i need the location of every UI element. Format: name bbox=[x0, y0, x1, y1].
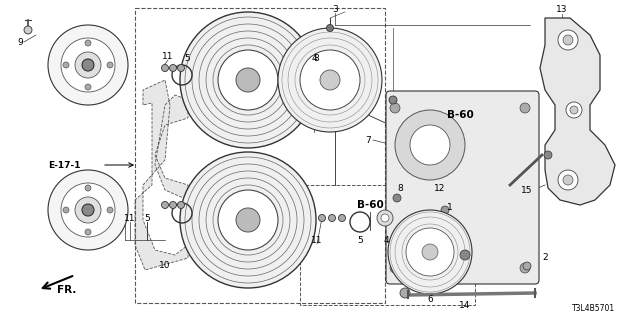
Circle shape bbox=[389, 96, 397, 104]
Circle shape bbox=[544, 151, 552, 159]
Circle shape bbox=[460, 250, 470, 260]
Circle shape bbox=[61, 183, 115, 237]
Circle shape bbox=[381, 214, 389, 222]
Circle shape bbox=[278, 28, 382, 132]
Circle shape bbox=[177, 65, 184, 71]
Circle shape bbox=[437, 262, 453, 278]
FancyBboxPatch shape bbox=[386, 91, 539, 284]
Circle shape bbox=[558, 30, 578, 50]
Circle shape bbox=[566, 102, 582, 118]
Circle shape bbox=[236, 208, 260, 232]
Text: 14: 14 bbox=[460, 300, 470, 309]
Circle shape bbox=[319, 214, 326, 221]
Text: 6: 6 bbox=[427, 295, 433, 305]
Circle shape bbox=[161, 202, 168, 209]
Text: 4: 4 bbox=[311, 53, 317, 62]
Text: 5: 5 bbox=[357, 236, 363, 244]
Circle shape bbox=[177, 202, 184, 209]
Circle shape bbox=[558, 170, 578, 190]
Circle shape bbox=[82, 59, 94, 71]
Text: E-17-1: E-17-1 bbox=[48, 161, 80, 170]
Circle shape bbox=[570, 106, 578, 114]
Circle shape bbox=[75, 52, 101, 78]
Bar bbox=[135, 8, 385, 303]
Circle shape bbox=[236, 68, 260, 92]
Text: 10: 10 bbox=[159, 260, 171, 269]
Text: T3L4B5701: T3L4B5701 bbox=[572, 304, 615, 313]
Polygon shape bbox=[540, 18, 615, 205]
Circle shape bbox=[563, 175, 573, 185]
Text: 8: 8 bbox=[397, 183, 403, 193]
Text: FR.: FR. bbox=[58, 285, 77, 295]
Circle shape bbox=[523, 262, 531, 270]
Circle shape bbox=[218, 50, 278, 110]
Circle shape bbox=[422, 244, 438, 260]
Bar bbox=[300, 185, 475, 305]
Circle shape bbox=[520, 103, 530, 113]
Circle shape bbox=[48, 25, 128, 105]
Circle shape bbox=[107, 207, 113, 213]
Circle shape bbox=[63, 62, 69, 68]
Circle shape bbox=[75, 197, 101, 223]
Circle shape bbox=[415, 265, 425, 275]
Circle shape bbox=[339, 214, 346, 221]
Text: 3: 3 bbox=[332, 4, 338, 13]
Circle shape bbox=[393, 194, 401, 202]
Circle shape bbox=[320, 70, 340, 90]
Circle shape bbox=[85, 229, 91, 235]
Text: 7: 7 bbox=[365, 135, 371, 145]
Circle shape bbox=[180, 12, 316, 148]
Circle shape bbox=[85, 185, 91, 191]
Circle shape bbox=[85, 84, 91, 90]
Circle shape bbox=[441, 206, 449, 214]
Circle shape bbox=[85, 40, 91, 46]
Circle shape bbox=[563, 35, 573, 45]
Text: B-60: B-60 bbox=[356, 200, 383, 210]
Circle shape bbox=[397, 257, 413, 273]
Circle shape bbox=[170, 202, 177, 209]
Text: 5: 5 bbox=[144, 213, 150, 222]
Text: 11: 11 bbox=[163, 52, 173, 60]
Circle shape bbox=[328, 214, 335, 221]
Polygon shape bbox=[135, 80, 188, 270]
Text: 4: 4 bbox=[383, 236, 389, 244]
Circle shape bbox=[388, 210, 472, 294]
Circle shape bbox=[180, 152, 316, 288]
Circle shape bbox=[390, 263, 400, 273]
Text: 11: 11 bbox=[311, 236, 323, 244]
Circle shape bbox=[161, 65, 168, 71]
Circle shape bbox=[520, 263, 530, 273]
Circle shape bbox=[300, 50, 360, 110]
Circle shape bbox=[400, 288, 410, 298]
Circle shape bbox=[455, 260, 465, 270]
Text: 1: 1 bbox=[447, 203, 453, 212]
Text: 13: 13 bbox=[556, 4, 568, 13]
Text: 9: 9 bbox=[17, 37, 23, 46]
Text: B-60: B-60 bbox=[447, 110, 474, 120]
Text: 12: 12 bbox=[435, 183, 445, 193]
Text: 2: 2 bbox=[542, 253, 548, 262]
Circle shape bbox=[61, 38, 115, 92]
Circle shape bbox=[107, 62, 113, 68]
Circle shape bbox=[390, 103, 400, 113]
Circle shape bbox=[395, 110, 465, 180]
Circle shape bbox=[170, 65, 177, 71]
Circle shape bbox=[24, 26, 32, 34]
Circle shape bbox=[48, 170, 128, 250]
Circle shape bbox=[63, 207, 69, 213]
Text: 8: 8 bbox=[313, 53, 319, 62]
Text: 5: 5 bbox=[184, 53, 190, 62]
Circle shape bbox=[406, 228, 454, 276]
Circle shape bbox=[410, 125, 450, 165]
Circle shape bbox=[82, 204, 94, 216]
Circle shape bbox=[218, 190, 278, 250]
Circle shape bbox=[377, 210, 393, 226]
Text: 11: 11 bbox=[124, 213, 136, 222]
Text: 15: 15 bbox=[521, 186, 532, 195]
Circle shape bbox=[326, 25, 333, 31]
